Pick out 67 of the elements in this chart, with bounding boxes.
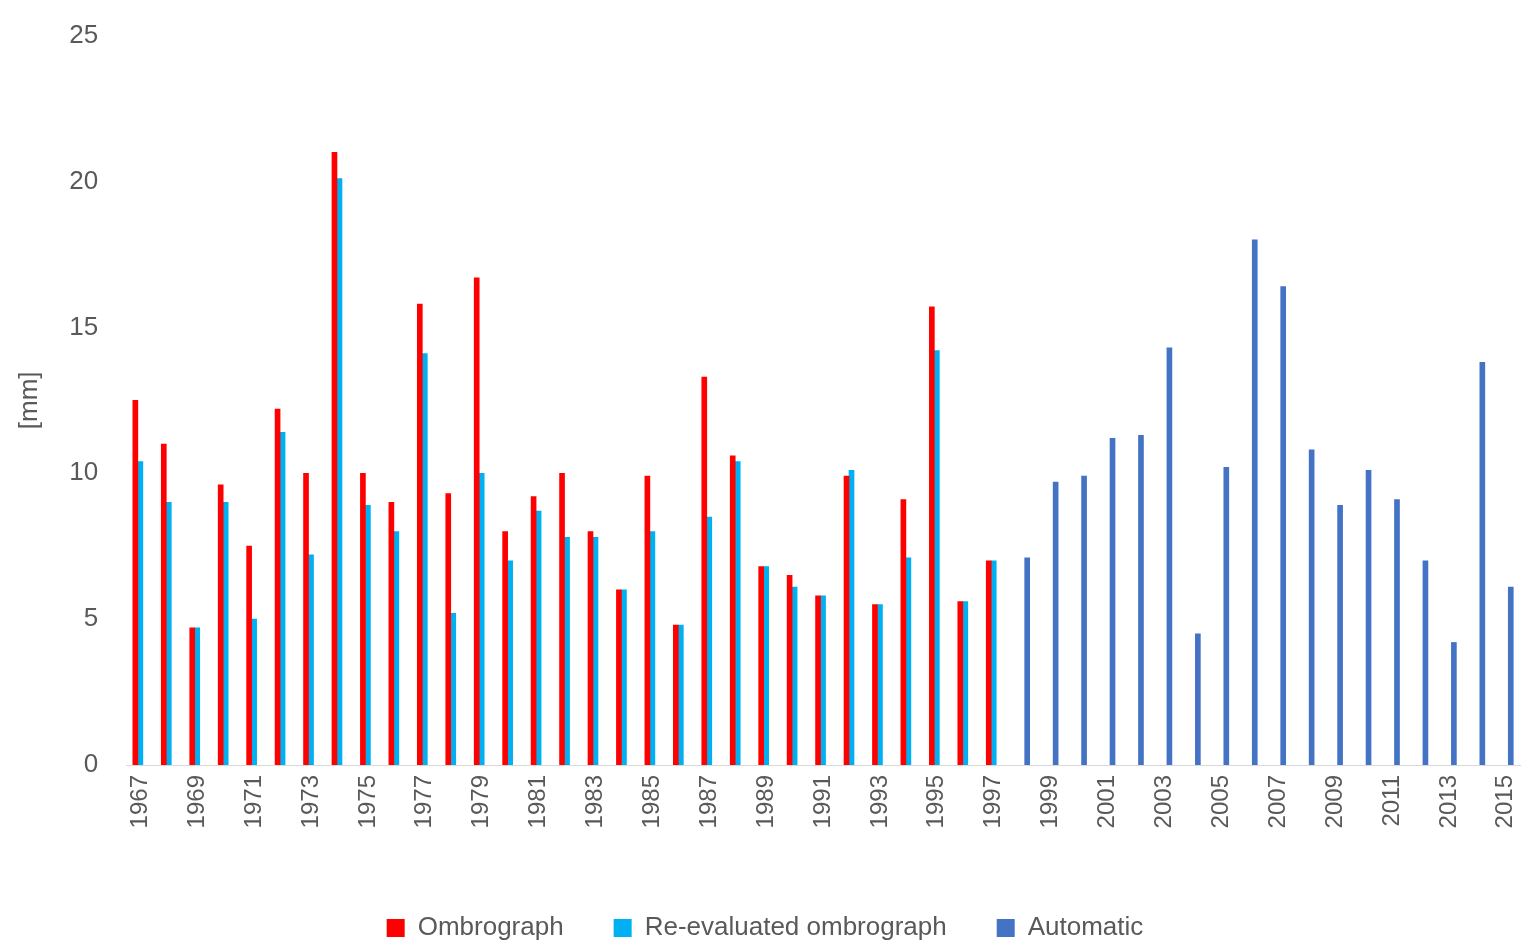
bar [559,472,565,765]
bar [985,560,992,765]
y-axis-title: [mm] [12,371,43,430]
bar [416,303,423,765]
x-tick-label: 1995 [921,775,949,829]
x-tick-label: 2001 [1092,775,1120,829]
bar [502,531,508,765]
y-tick-label: 10 [69,456,99,487]
x-tick-label: 2009 [1319,775,1347,829]
x-tick-label: 1993 [864,775,892,829]
x-tick-label: 2007 [1262,775,1290,829]
x-tick-label: 1971 [238,775,266,829]
bar [957,601,964,765]
x-tick-label: 1983 [580,775,608,829]
x-tick-label: 1991 [807,775,835,829]
bar [1223,467,1230,765]
x-tick-label: 2013 [1433,775,1461,829]
legend-label: Re-evaluated ombrograph [644,911,947,942]
bar [1138,434,1144,765]
x-tick-label: 1987 [693,775,721,829]
bar [815,595,821,765]
bar [729,455,736,765]
bar [1451,642,1457,765]
bar [303,472,309,765]
bar [1251,239,1258,765]
x-tick-label: 1973 [295,775,323,829]
x-tick-label: 1999 [1035,775,1063,829]
x-tick-label: 2003 [1149,775,1177,829]
bar [1081,475,1087,765]
bar [445,493,452,765]
bar [1394,499,1400,765]
y-tick-label: 25 [69,18,99,49]
bar [758,566,764,765]
x-tick-label: 1969 [181,775,209,829]
y-tick-label: 15 [69,310,99,341]
bar [701,376,708,765]
bar [189,627,196,765]
x-tick-label: 1979 [466,775,494,829]
x-tick-label: 1985 [637,775,665,829]
bar [673,624,679,765]
bar [1337,505,1343,765]
bar [160,443,167,765]
bar [1195,633,1201,765]
y-tick-label: 20 [69,164,99,195]
x-tick-label: 2011 [1376,775,1404,827]
x-tick-label: 1967 [124,775,152,829]
bar [616,589,622,765]
y-tick-label: 5 [83,602,99,633]
x-tick-label: 1997 [978,775,1006,829]
y-tick-label: 0 [83,748,99,779]
bar [929,306,935,765]
bar [1280,286,1287,765]
bar [872,604,878,765]
bar [1507,586,1514,765]
x-tick-label: 1977 [409,775,437,829]
bar [473,277,480,765]
legend-label: Ombrograph [417,911,564,942]
x-tick-label: 1989 [750,775,778,829]
bar [246,545,252,765]
bar [360,472,366,765]
x-tick-label: 1975 [352,775,380,829]
legend-label: Automatic [1027,911,1144,942]
bar [217,484,224,765]
x-tick-label: 2005 [1205,775,1233,829]
x-tick-label: 1981 [523,775,551,829]
x-tick-label: 2015 [1490,775,1518,829]
bar [1024,557,1031,765]
